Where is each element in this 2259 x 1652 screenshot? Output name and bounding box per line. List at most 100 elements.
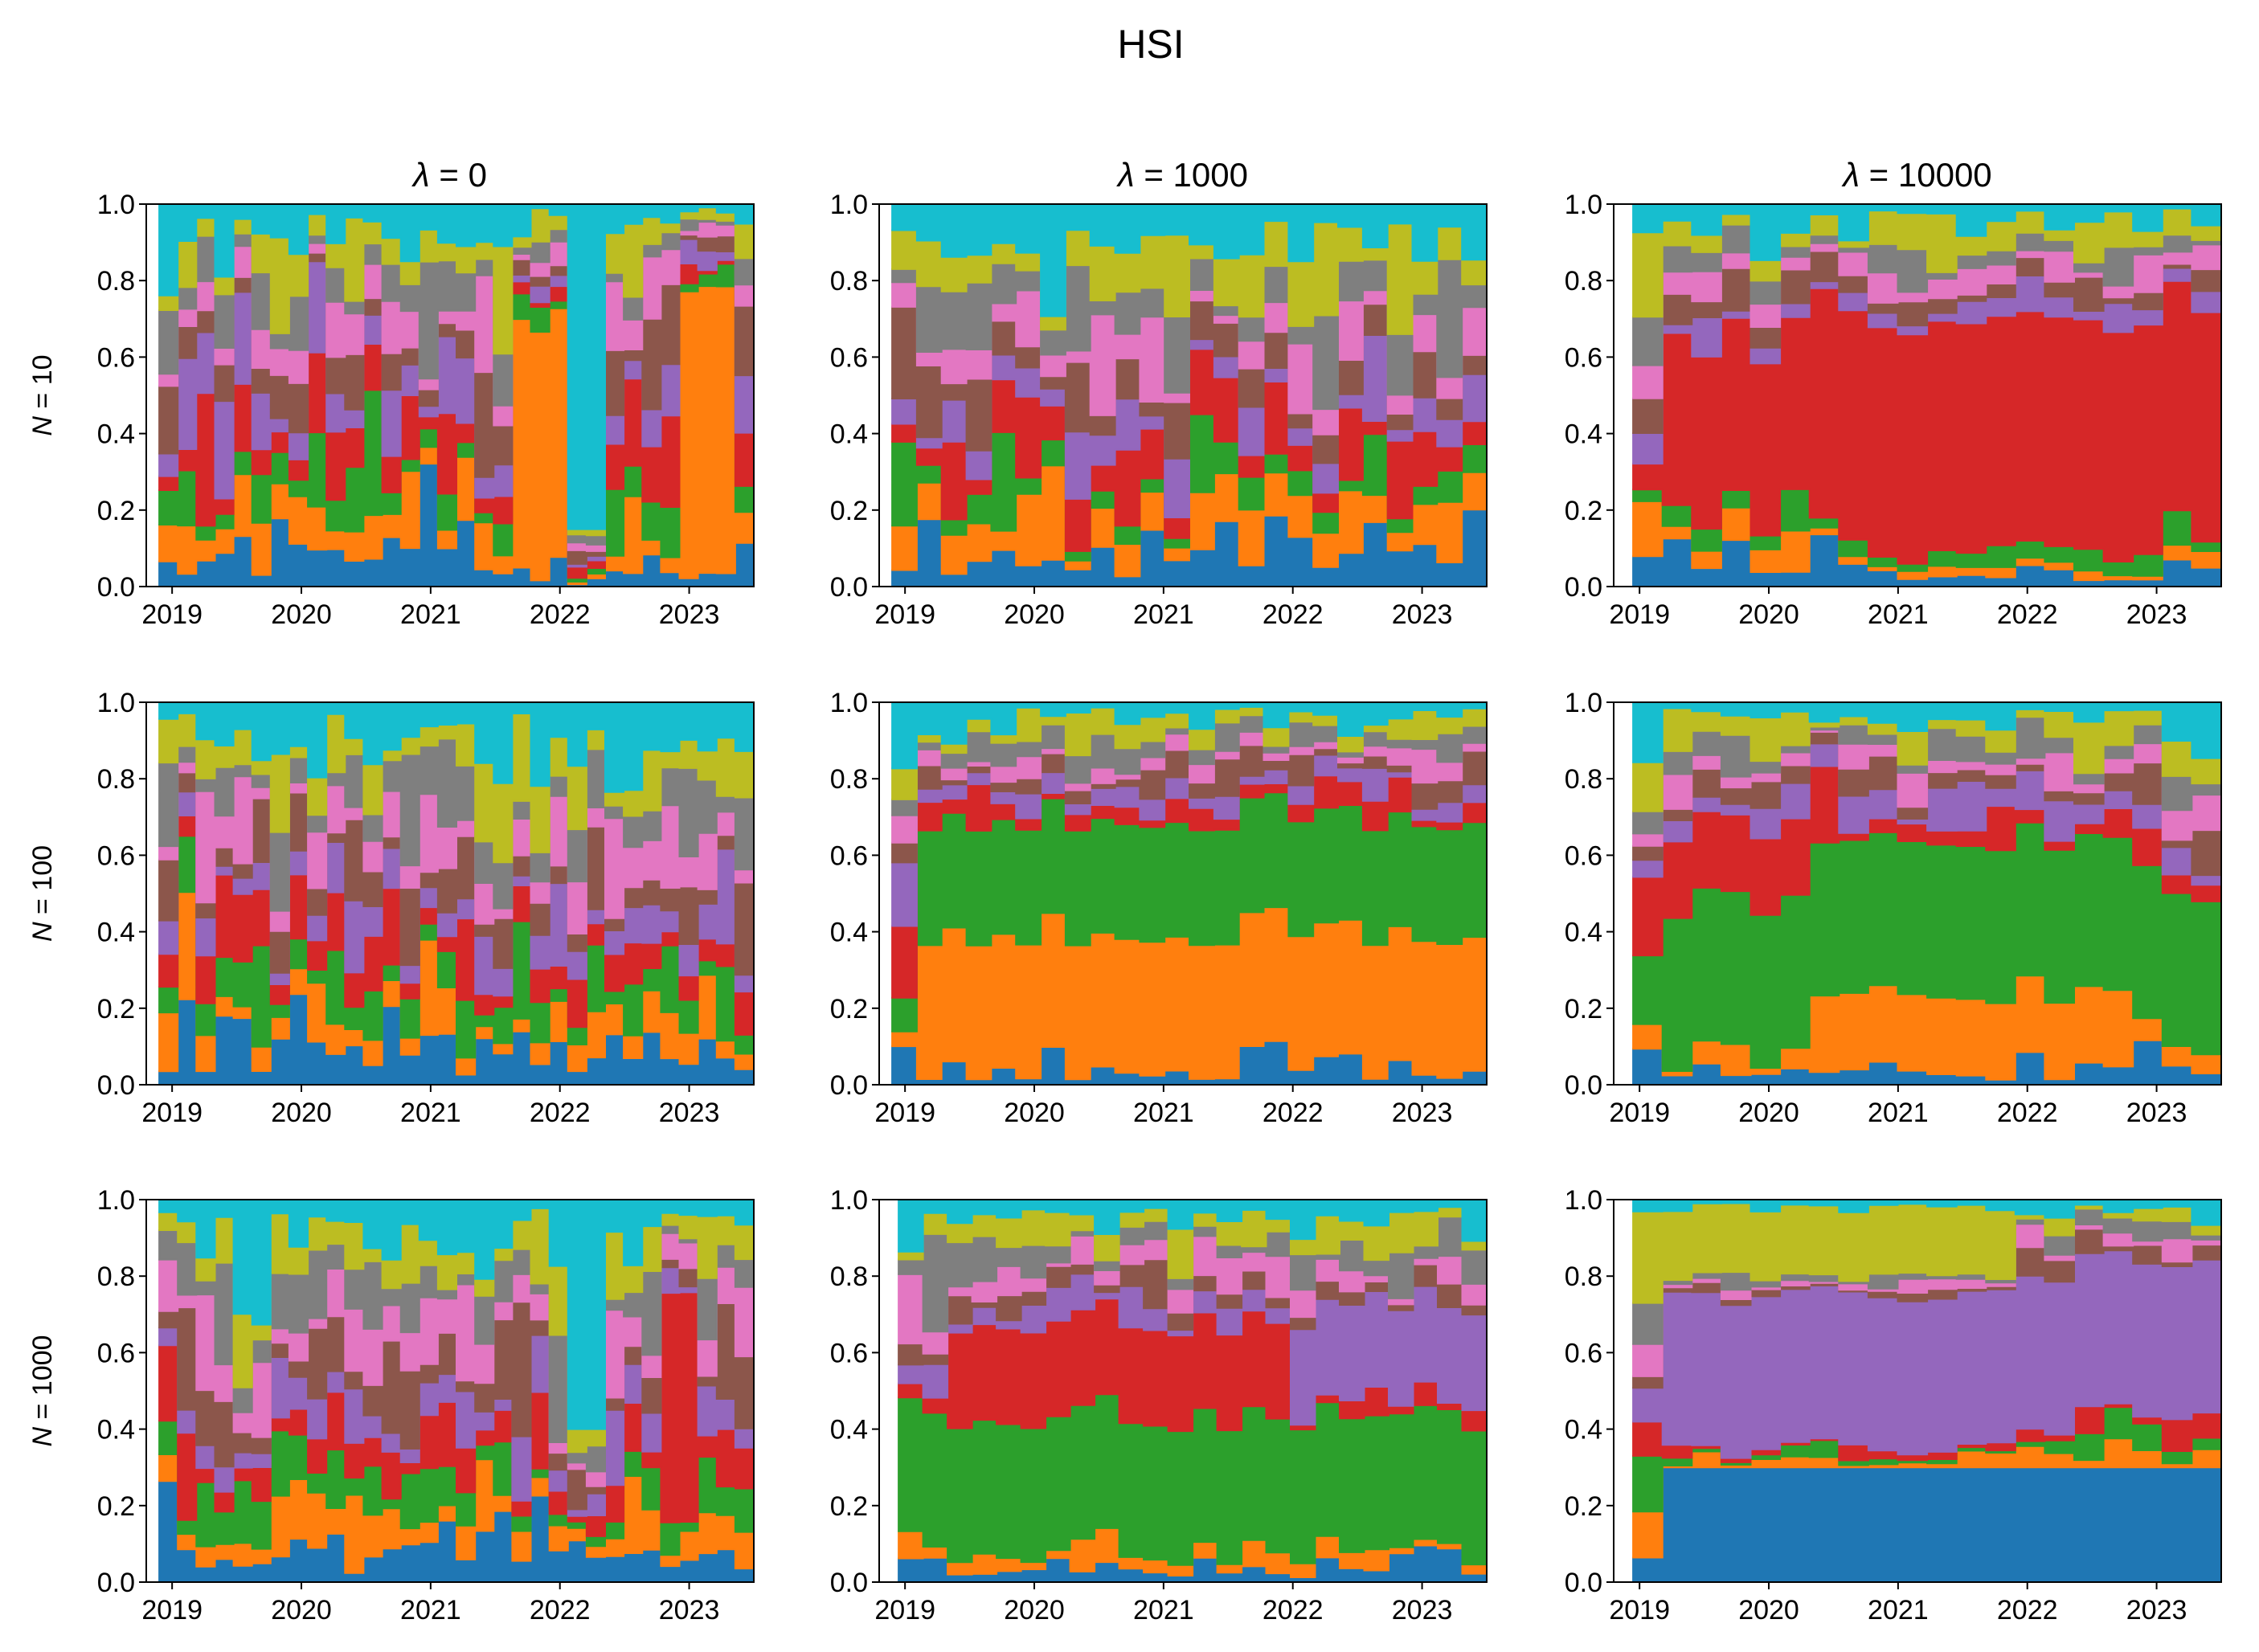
axes-frame xyxy=(145,203,755,587)
y-tick-label: 0.2 xyxy=(97,994,135,1024)
y-tick-label: 0.4 xyxy=(97,918,135,948)
area-series-10 xyxy=(1632,702,2221,763)
y-tick-label: 0.6 xyxy=(97,1338,135,1368)
stacked-area xyxy=(158,204,754,587)
x-tick-label: 2022 xyxy=(530,599,591,630)
axes-frame xyxy=(1613,1199,2222,1583)
x-tick-label: 2022 xyxy=(1263,1098,1324,1128)
x-tick-label: 2021 xyxy=(1133,1098,1194,1128)
y-tick-label: 0.2 xyxy=(97,1491,135,1522)
y-tick-label: 0.0 xyxy=(97,572,135,603)
x-tick-label: 2022 xyxy=(1997,1595,2058,1625)
x-tick-label: 2023 xyxy=(1392,1098,1453,1128)
y-tick-label: 0.8 xyxy=(830,764,868,795)
y-tick-label: 0.6 xyxy=(830,840,868,871)
subplot-4: 0.0 0.2 0.4 0.6 0.8 1.0 2019 2020 2021 2022 2023 N … xyxy=(27,688,755,1128)
x-tick-label: 2023 xyxy=(2126,599,2187,630)
x-tick-label: 2022 xyxy=(1997,1098,2058,1128)
y-tick-label: 0.4 xyxy=(97,419,135,450)
x-tick-label: 2023 xyxy=(659,1098,720,1128)
x-tick-label: 2020 xyxy=(1738,599,1799,630)
y-tick-label: 0.8 xyxy=(1565,764,1602,795)
x-tick-label: 2021 xyxy=(1868,1595,1929,1625)
y-tick-label: 0.6 xyxy=(830,1338,868,1368)
area-series-1 xyxy=(1632,1466,2221,1582)
x-tick-label: 2021 xyxy=(1133,599,1194,630)
y-tick-label: 0.4 xyxy=(830,1415,868,1446)
y-tick-label: 0.0 xyxy=(1565,1070,1602,1101)
x-tick-label: 2022 xyxy=(530,1595,591,1625)
stacked-area xyxy=(891,204,1487,587)
y-tick-label: 0.6 xyxy=(1565,342,1602,373)
x-tick-label: 2021 xyxy=(1868,599,1929,630)
stacked-area xyxy=(158,702,754,1085)
x-tick-label: 2021 xyxy=(400,599,461,630)
y-tick-label: 1.0 xyxy=(1565,1185,1602,1216)
x-tick-label: 2019 xyxy=(1609,599,1670,630)
y-tick-label: 0.2 xyxy=(830,1491,868,1522)
subplot-3: 0.0 0.2 0.4 0.6 0.8 1.0 2019 2020 2021 2022 2023 λ … xyxy=(1565,156,2222,630)
subplot-title: λ = 10000 xyxy=(1841,156,1991,194)
stacked-area xyxy=(158,1200,754,1582)
y-tick-label: 0.0 xyxy=(1565,572,1602,603)
x-tick-label: 2020 xyxy=(271,599,332,630)
x-tick-label: 2020 xyxy=(271,1595,332,1625)
area-series-10 xyxy=(158,702,754,793)
area-series-10 xyxy=(158,1200,754,1430)
y-tick-label: 1.0 xyxy=(1565,190,1602,220)
x-tick-label: 2023 xyxy=(1392,1595,1453,1625)
y-tick-label: 0.6 xyxy=(97,840,135,871)
axes-frame xyxy=(1613,701,2222,1086)
y-tick-label: 0.8 xyxy=(97,764,135,795)
axes-frame xyxy=(878,701,1488,1086)
stacked-area xyxy=(898,1200,1487,1582)
area-series-10 xyxy=(898,1200,1487,1253)
y-tick-label: 0.6 xyxy=(1565,1338,1602,1368)
y-tick-label: 0.0 xyxy=(830,1070,868,1101)
y-tick-label: 0.6 xyxy=(830,342,868,373)
y-tick-label: 1.0 xyxy=(97,688,135,718)
stacked-area xyxy=(1632,204,2221,587)
y-tick-label: 0.4 xyxy=(830,419,868,450)
x-tick-label: 2020 xyxy=(1004,1595,1065,1625)
x-tick-label: 2019 xyxy=(874,599,935,630)
x-tick-label: 2021 xyxy=(400,1595,461,1625)
x-tick-label: 2022 xyxy=(1263,1595,1324,1625)
y-tick-label: 0.8 xyxy=(830,1261,868,1292)
stacked-area xyxy=(1632,702,2221,1085)
row-label: N = 100 xyxy=(27,845,58,942)
subplot-7: 0.0 0.2 0.4 0.6 0.8 1.0 2019 2020 2021 2022 2023 N … xyxy=(27,1185,755,1625)
stacked-area xyxy=(891,702,1487,1085)
x-tick-label: 2023 xyxy=(1392,599,1453,630)
x-tick-label: 2019 xyxy=(1609,1098,1670,1128)
y-tick-label: 0.8 xyxy=(1565,1261,1602,1292)
stacked-area xyxy=(1632,1200,2221,1582)
x-tick-label: 2021 xyxy=(1133,1595,1194,1625)
y-tick-label: 1.0 xyxy=(830,688,868,718)
y-tick-label: 0.2 xyxy=(830,994,868,1024)
area-series-10 xyxy=(891,204,1487,317)
subplot-8: 0.0 0.2 0.4 0.6 0.8 1.0 2019 2020 2021 2022 2023 xyxy=(830,1185,1488,1625)
x-tick-label: 2020 xyxy=(1004,599,1065,630)
x-tick-label: 2019 xyxy=(1609,1595,1670,1625)
y-tick-label: 0.0 xyxy=(97,1568,135,1598)
subplot-1: 0.0 0.2 0.4 0.6 0.8 1.0 2019 2020 2021 2022 2023 λ … xyxy=(27,156,755,630)
subplot-5: 0.0 0.2 0.4 0.6 0.8 1.0 2019 2020 2021 2022 2023 xyxy=(830,688,1488,1128)
x-tick-label: 2023 xyxy=(2126,1098,2187,1128)
y-tick-label: 0.2 xyxy=(1565,496,1602,526)
y-tick-label: 0.0 xyxy=(97,1070,135,1101)
y-tick-label: 0.4 xyxy=(1565,419,1602,450)
subplot-2: 0.0 0.2 0.4 0.6 0.8 1.0 2019 2020 2021 2022 2023 λ … xyxy=(830,156,1488,630)
y-tick-label: 0.2 xyxy=(830,496,868,526)
subplot-9: 0.0 0.2 0.4 0.6 0.8 1.0 2019 2020 2021 2022 2023 xyxy=(1565,1185,2222,1625)
axes-frame xyxy=(1613,203,2222,587)
x-tick-label: 2020 xyxy=(1738,1098,1799,1128)
axes-frame xyxy=(145,701,755,1086)
subplot-title: λ = 1000 xyxy=(1116,156,1248,194)
y-tick-label: 1.0 xyxy=(97,1185,135,1216)
y-tick-label: 0.8 xyxy=(830,266,868,296)
axes-frame xyxy=(145,1199,755,1583)
x-tick-label: 2019 xyxy=(141,1098,203,1128)
row-label: N = 1000 xyxy=(27,1335,58,1447)
y-tick-label: 0.6 xyxy=(1565,840,1602,871)
